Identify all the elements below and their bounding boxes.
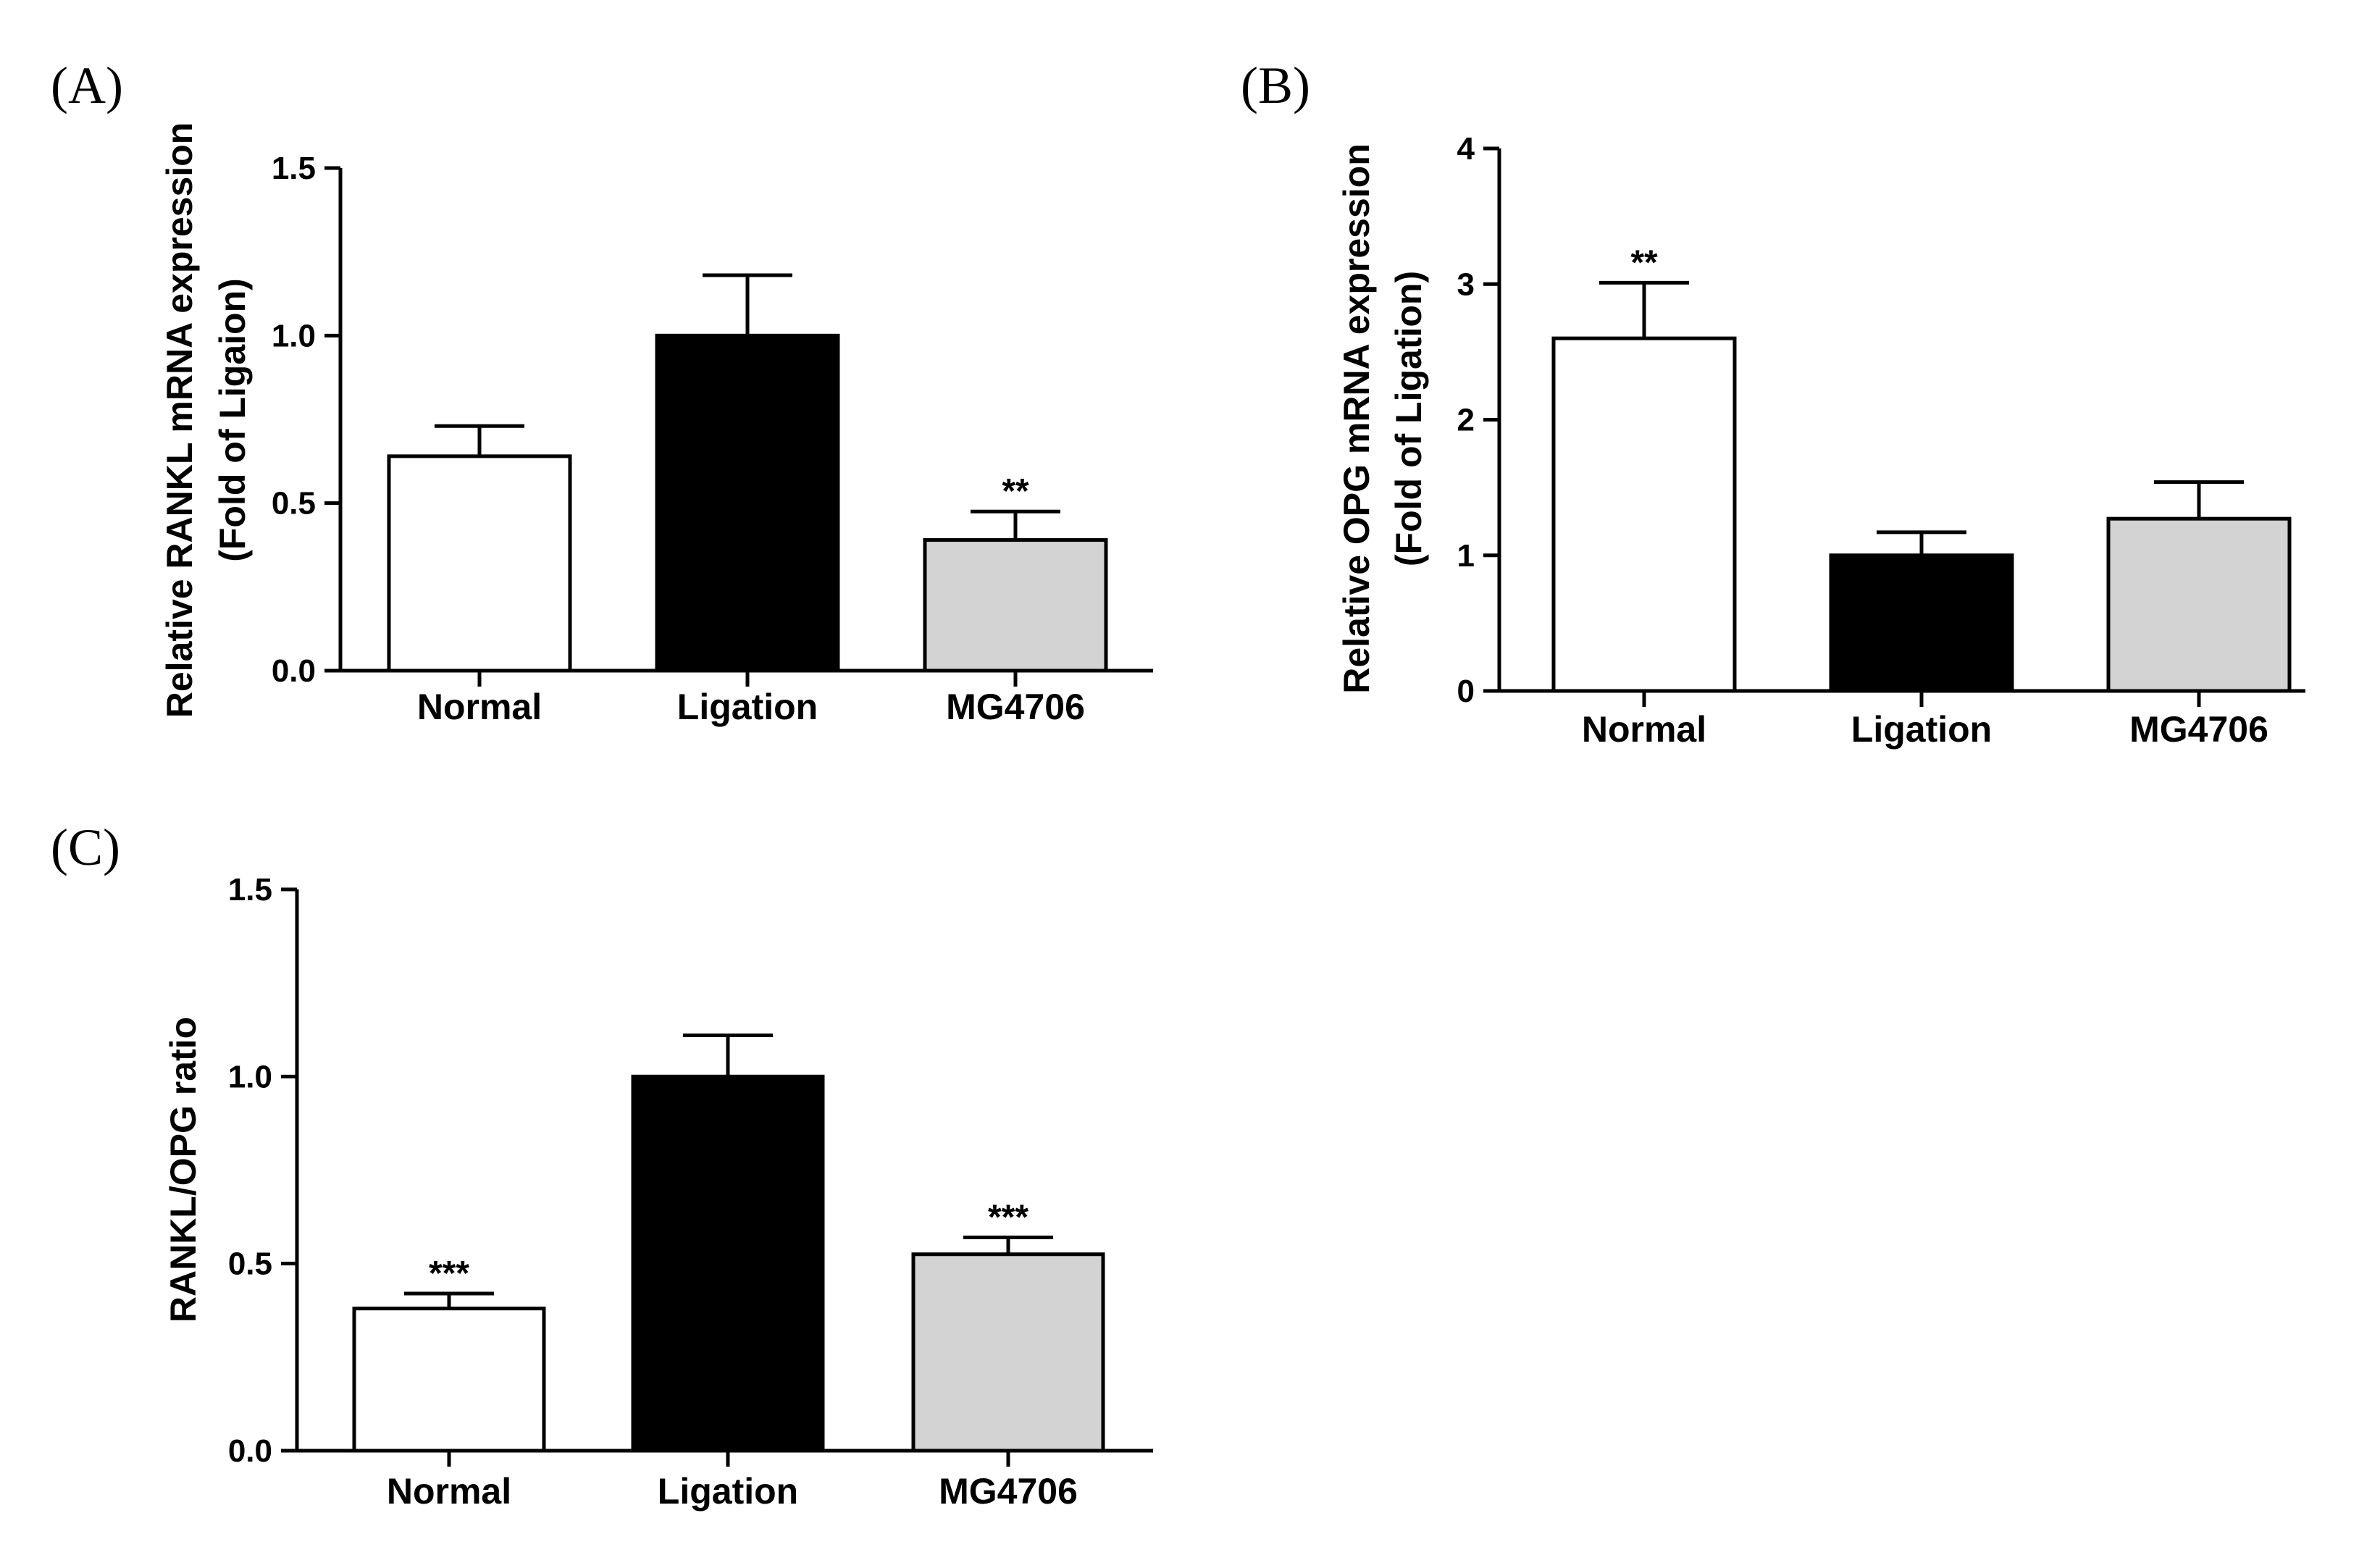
panel-a-error-bar-ligation	[703, 273, 792, 336]
panel-a-error-bar-normal	[435, 424, 524, 456]
panel-b-y-tick-label: 2	[1457, 403, 1475, 438]
panel-b-significance-normal: **	[1630, 243, 1658, 282]
panel-c-y-tick-label: 1.0	[228, 1059, 272, 1094]
panel-b-bar-mg4706	[2106, 516, 2292, 693]
panel-b-bar-normal	[1551, 336, 1737, 693]
panel-a-label: (A)	[51, 56, 123, 114]
panel-b-bar-ligation	[1829, 553, 2014, 693]
panel-c-bar-mg4706	[911, 1252, 1105, 1453]
panel-a-y-tick-label: 0.5	[272, 486, 316, 521]
panel-b-y-tick-label: 1	[1457, 538, 1475, 574]
chart-panel-a: (A) Normal Ligation ** MG4706 0.0 0.5 1.0 1.5 Rel…	[51, 56, 1153, 727]
panel-c-error-bar-ligation	[683, 1034, 773, 1077]
panel-b-x-tick-label-normal: Normal	[1582, 709, 1706, 750]
panel-b-x-tick-label-mg4706: MG4706	[2129, 709, 2268, 750]
panel-b-error-bar-normal	[1599, 280, 1689, 339]
panel-a-bar-mg4706	[923, 538, 1108, 673]
panel-b-label: (B)	[1241, 56, 1310, 114]
panel-c-y-tick-label: 0.5	[228, 1246, 272, 1282]
panel-c-bar-normal	[352, 1307, 546, 1453]
panel-b-error-bar-mg4706	[2154, 480, 2244, 519]
chart-panel-c: (C) *** Normal Ligation *** MG4706 0.0 0.5 1.0 1.…	[51, 818, 1153, 1512]
panel-a-y-axis-title-line-2: (Fold of Ligaion)	[212, 278, 253, 562]
panel-a-y-tick-label: 1.5	[272, 151, 316, 186]
panel-c-y-tick-label: 1.5	[228, 872, 272, 908]
panel-a-y-axis-title-line-1: Relative RANKL mRNA expression	[159, 122, 200, 718]
panel-c-error-bar-mg4706	[963, 1236, 1053, 1254]
panel-c-bar-ligation	[631, 1074, 825, 1453]
chart-panel-b: (B) ** Normal Ligation MG4706 0 1 2 3 4 Relative O…	[1241, 56, 2305, 750]
panel-a-significance-mg4706: **	[1002, 472, 1029, 511]
panel-c-x-tick-label-mg4706: MG4706	[939, 1471, 1078, 1512]
panel-c-significance-mg4706: ***	[988, 1199, 1028, 1237]
panel-c-error-bar-normal	[404, 1291, 494, 1309]
panel-b-y-tick-label: 3	[1457, 267, 1475, 302]
panel-a-y-tick-label: 1.0	[272, 318, 316, 353]
panel-b-error-bar-ligation	[1877, 530, 1966, 556]
panel-c-y-tick-label: 0.0	[228, 1433, 272, 1469]
panel-b-y-axis-title-line-1: Relative OPG mRNA expression	[1336, 143, 1377, 694]
panel-b-y-tick-label: 0	[1457, 674, 1475, 709]
panel-a-x-tick-label-mg4706: MG4706	[946, 687, 1085, 727]
panel-a-bar-normal	[387, 454, 572, 673]
panel-a-x-tick-label-ligation: Ligation	[677, 687, 818, 727]
panel-c-label: (C)	[51, 818, 120, 876]
panel-b-y-axis-title-line-2: (Fold of Ligation)	[1388, 271, 1429, 566]
panel-a-error-bar-mg4706	[971, 509, 1060, 540]
panel-b-x-tick-label-ligation: Ligation	[1851, 709, 1992, 750]
panel-a-x-tick-label-normal: Normal	[417, 687, 542, 727]
panel-a-bar-ligation	[655, 333, 840, 673]
panel-c-x-tick-label-ligation: Ligation	[658, 1471, 798, 1512]
panel-c-significance-normal: ***	[429, 1254, 469, 1293]
panel-c-y-axis-title-line-1: RANKL/OPG ratio	[163, 1017, 204, 1323]
panel-c-x-tick-label-normal: Normal	[387, 1471, 511, 1512]
panel-a-y-tick-label: 0.0	[272, 653, 316, 689]
panel-b-y-tick-label: 4	[1457, 131, 1475, 167]
